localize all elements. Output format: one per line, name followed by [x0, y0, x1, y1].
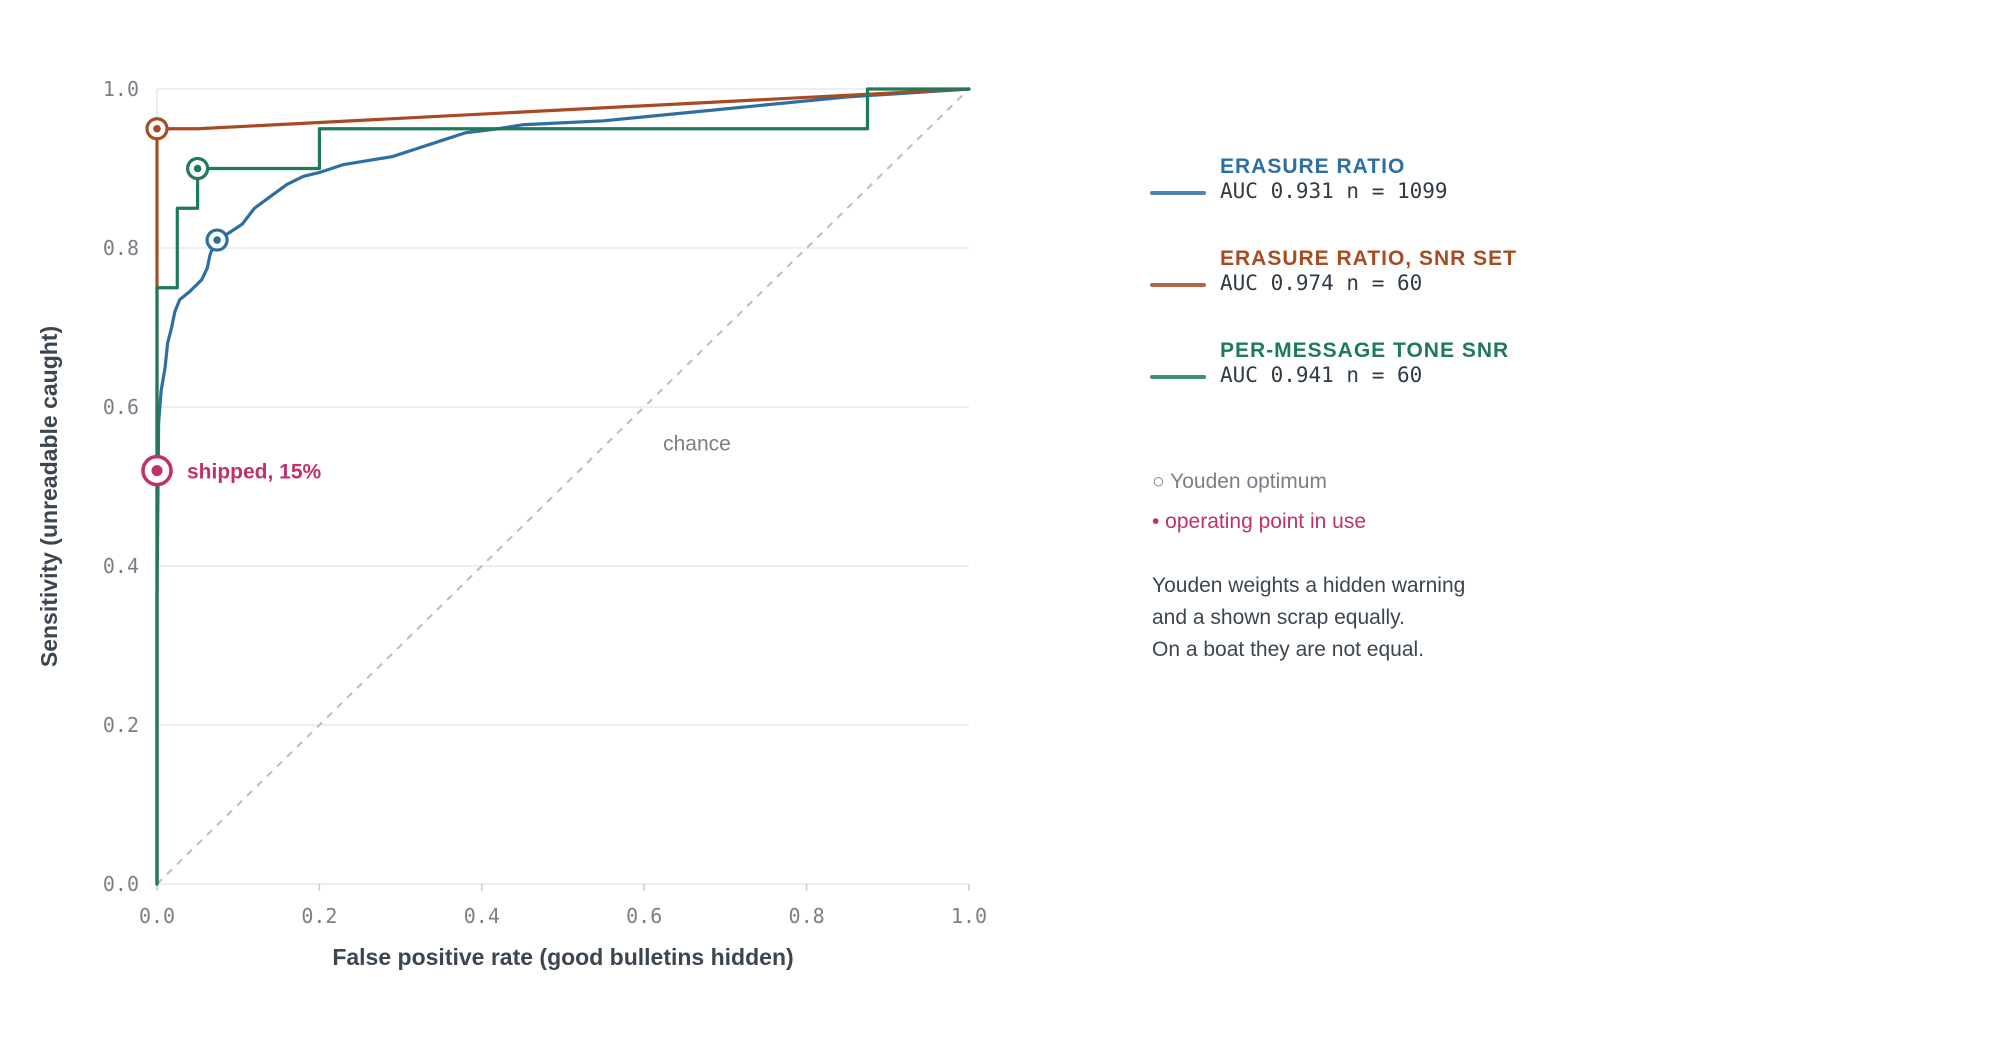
- operating-point-key: • operating point in use: [1152, 510, 1366, 533]
- x-tick-label: 0.2: [301, 904, 337, 928]
- y-tick-label: 0.2: [103, 713, 139, 737]
- chance-label: chance: [663, 433, 731, 456]
- x-tick-label: 0.8: [789, 904, 825, 928]
- y-axis-title: Sensitivity (unreadable caught): [36, 326, 62, 667]
- y-tick-label: 0.6: [103, 395, 139, 419]
- note-line: Youden weights a hidden warning: [1152, 574, 1466, 597]
- legend-item-erasure-ratio-snr-set: ERASURE RATIO, SNR SET AUC 0.974 n = 60: [1150, 247, 1670, 339]
- y-tick-label: 0.8: [103, 236, 139, 260]
- legend-series-name: PER-MESSAGE TONE SNR: [1220, 339, 1510, 362]
- legend-series-stats: AUC 0.974 n = 60: [1220, 271, 1423, 295]
- chance-line: [156, 88, 970, 885]
- legend-series-stats: AUC 0.931 n = 1099: [1220, 179, 1448, 203]
- legend-item-erasure-ratio: ERASURE RATIO AUC 0.931 n = 1099: [1150, 155, 1670, 247]
- x-tick-label: 0.4: [464, 904, 500, 928]
- x-tick-label: 0.0: [139, 904, 175, 928]
- youden-marker-dot: [213, 236, 221, 244]
- legend-item-tone-snr: PER-MESSAGE TONE SNR AUC 0.941 n = 60: [1150, 339, 1670, 431]
- annotation-note: Youden weights a hidden warning and a sh…: [1152, 570, 1572, 666]
- youden-marker-dot: [153, 124, 161, 133]
- operating-point-dot: [151, 465, 163, 477]
- youden-marker-dot: [193, 164, 202, 173]
- note-line: On a boat they are not equal.: [1152, 638, 1425, 661]
- youden-key: ○ Youden optimum: [1152, 470, 1327, 493]
- x-tick-label: 0.6: [626, 904, 662, 928]
- series-line: [155, 87, 971, 886]
- axis-ticks: 0.0 0.2 0.4 0.6 0.8 1.0 0.0 0.2 0.4 0.6 0.8 1.0: [103, 77, 987, 928]
- x-tick-label: 1.0: [951, 904, 987, 928]
- legend: ERASURE RATIO AUC 0.931 n = 1099 ERASURE…: [1150, 155, 1670, 431]
- legend-swatch: [1150, 191, 1206, 195]
- youden-markers: [145, 117, 229, 252]
- x-axis-title: False positive rate (good bulletins hidd…: [332, 944, 793, 970]
- legend-series-stats: AUC 0.941 n = 60: [1220, 363, 1423, 387]
- y-tick-label: 1.0: [103, 77, 139, 101]
- note-line: and a shown scrap equally.: [1152, 606, 1405, 629]
- operating-point-label: shipped, 15%: [187, 461, 322, 484]
- operating-point: shipped, 15%: [141, 454, 322, 487]
- y-tick-label: 0.0: [103, 872, 139, 896]
- legend-series-name: ERASURE RATIO: [1220, 155, 1406, 178]
- legend-series-name: ERASURE RATIO, SNR SET: [1220, 247, 1517, 270]
- y-tick-label: 0.4: [103, 554, 139, 578]
- legend-swatch: [1150, 375, 1206, 379]
- legend-swatch: [1150, 283, 1206, 287]
